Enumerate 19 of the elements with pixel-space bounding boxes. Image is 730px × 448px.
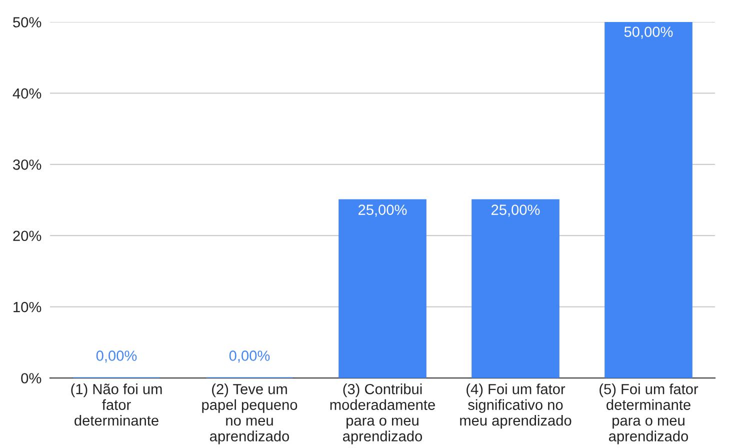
y-tick-label: 30% xyxy=(13,160,42,170)
y-tick-label: 50% xyxy=(13,17,42,28)
x-tick-label: (1) Não foi um fator determinante xyxy=(71,384,162,426)
data-label: 25,00% xyxy=(358,204,407,217)
y-tick-label: 0% xyxy=(21,373,42,384)
data-label: 0,00% xyxy=(96,350,137,363)
y-tick-label: 10% xyxy=(14,302,42,312)
data-label: 50,00% xyxy=(624,26,673,39)
x-tick-label: (5) Foi um fator determinante para o meu aprendizado xyxy=(600,384,698,444)
y-tick-label: 20% xyxy=(13,230,42,242)
bar xyxy=(472,199,560,378)
x-tick-label: (3) Contribui moderadamente para o meu aprendizado xyxy=(330,384,435,444)
bar xyxy=(338,199,426,378)
x-tick-label: (2) Teve um papel pequeno no meu aprendizado xyxy=(202,384,298,444)
y-tick-label: 40% xyxy=(12,88,42,99)
data-label: 0,00% xyxy=(229,350,270,363)
data-label: 25,00% xyxy=(492,204,540,217)
bar xyxy=(604,22,692,378)
x-tick-label: (4) Foi um fator significativo no meu aprendizado xyxy=(460,384,572,429)
